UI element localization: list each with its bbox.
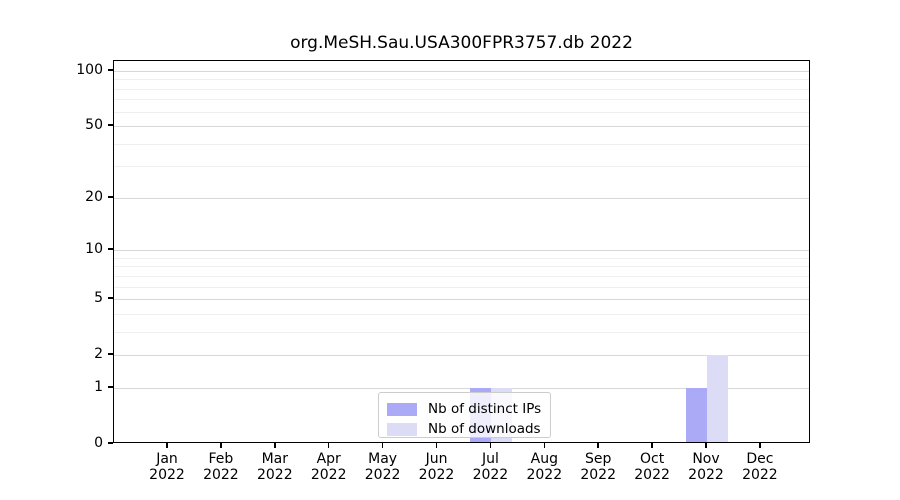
gridline-minor [114,143,809,145]
gridline-minor [114,257,809,259]
legend-row: Nb of distinct IPs [387,399,541,419]
x-tick-mark [327,443,330,448]
x-tick-mark [220,443,222,448]
y-tick-label: 2 [94,346,103,363]
x-tick-label: Dec 2022 [732,451,788,483]
gridline-major [114,250,809,252]
x-tick-label: Mar 2022 [247,451,303,483]
x-tick-label: Jul 2022 [462,451,518,483]
x-tick-month: Nov [692,451,720,467]
x-tick-year: 2022 [742,467,778,483]
y-tick-label: 5 [94,290,103,307]
x-tick-month: Jul [481,451,499,467]
bar-distinct-ips [686,387,707,443]
x-tick-mark [435,443,438,448]
legend-label: Nb of downloads [428,421,541,437]
x-tick-label: Oct 2022 [624,451,680,483]
x-tick-month: Jun [425,451,448,467]
x-tick-mark [381,443,384,448]
x-tick-mark [597,443,599,448]
x-tick-year: 2022 [203,467,239,483]
x-tick-month: Aug [530,451,558,467]
x-tick-mark [651,443,653,448]
gridline-minor [114,99,809,101]
legend-label: Nb of distinct IPs [428,401,542,417]
x-tick-label: Sep 2022 [570,451,626,483]
x-tick-year: 2022 [526,467,563,483]
y-tick-mark [108,442,113,444]
x-tick-mark [166,443,168,448]
gridline-major [114,126,809,128]
x-tick-mark [274,443,276,448]
x-tick-month: Mar [261,451,288,467]
x-tick-year: 2022 [149,467,185,483]
x-tick-month: May [368,451,398,467]
bar-downloads [707,355,728,443]
x-tick-label: Apr 2022 [301,451,357,483]
gridline-minor [114,166,809,168]
y-tick-mark [108,353,113,355]
y-tick-mark [108,248,113,250]
x-tick-label: May 2022 [355,451,411,483]
gridline-major [114,387,809,389]
chart-title: org.MeSH.Sau.USA300FPR3757.db 2022 [290,33,633,53]
gridline-major [114,355,809,357]
gridline-minor [114,88,809,90]
x-tick-mark [543,443,546,448]
legend-swatch [387,402,417,416]
x-tick-label: Jan 2022 [139,451,195,483]
y-tick-label: 0 [94,435,103,451]
y-tick-label: 20 [85,188,103,205]
plot-area [113,60,810,443]
y-tick-mark [108,297,113,299]
x-tick-month: Apr [316,451,341,467]
y-tick-label: 100 [76,62,103,78]
x-tick-label: Feb 2022 [193,451,249,483]
x-tick-month: Jan [156,451,178,467]
x-tick-label: Jun 2022 [409,451,465,483]
y-tick-label: 10 [85,241,103,258]
gridline-major [114,299,809,301]
x-tick-month: Feb [208,451,234,467]
y-tick-label: 1 [94,378,103,395]
gridline-major [114,71,809,72]
x-tick-year: 2022 [634,467,670,483]
y-tick-mark [108,386,113,388]
legend: Nb of distinct IPs Nb of downloads [378,392,551,438]
x-tick-year: 2022 [580,467,616,483]
y-tick-mark [108,124,113,126]
x-tick-label: Nov 2022 [678,451,734,483]
legend-row: Nb of downloads [387,419,541,439]
x-tick-year: 2022 [688,467,724,483]
y-tick-label: 50 [85,117,103,134]
gridline-minor [114,286,809,288]
y-tick-mark [108,69,113,71]
x-tick-label: Aug 2022 [516,451,572,483]
x-tick-month: Oct [639,451,665,467]
gridline-minor [114,275,809,277]
x-tick-year: 2022 [472,467,509,483]
legend-swatch [387,422,417,436]
x-tick-mark [489,443,492,448]
x-tick-year: 2022 [364,467,401,483]
x-tick-year: 2022 [310,467,347,483]
y-tick-mark [108,196,113,198]
x-tick-mark [705,443,707,448]
gridline-major [114,197,809,199]
gridline-minor [114,331,809,333]
x-tick-month: Dec [746,451,774,467]
x-tick-month: Sep [584,451,612,467]
gridline-minor [114,79,809,81]
x-tick-year: 2022 [256,467,293,483]
x-tick-year: 2022 [418,467,455,483]
gridline-minor [114,313,809,315]
gridline-minor [114,266,809,268]
x-tick-mark [759,443,761,448]
gridline-minor [114,111,809,113]
